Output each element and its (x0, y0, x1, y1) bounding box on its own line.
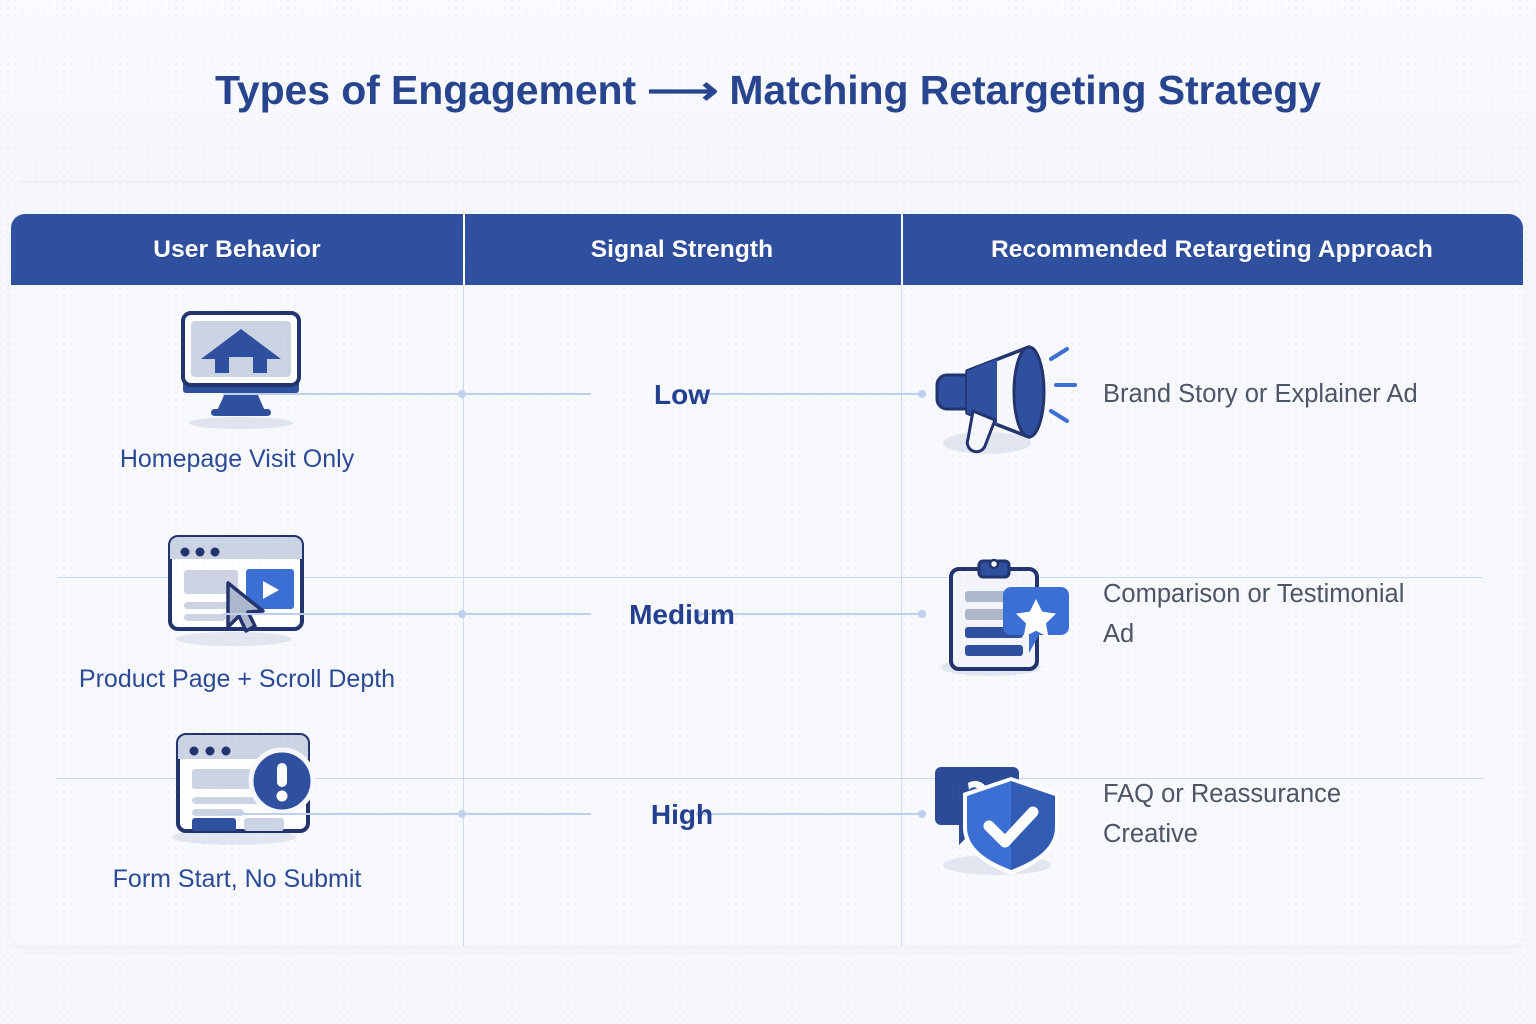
connector-line-signal-to-approach (699, 393, 923, 395)
behavior-label: Homepage Visit Only (119, 445, 355, 473)
header-divider-1 (463, 214, 465, 285)
cell-recommended-approach: FAQ or Reassurance Creative (901, 705, 1523, 925)
signal-strength-label: Low (654, 379, 710, 410)
comparison-table-card: User Behavior Signal Strength Recommende… (11, 214, 1523, 946)
arrow-right-icon: ⟶ (646, 68, 719, 113)
behavior-label: Product Page + Scroll Depth (78, 665, 396, 693)
page-title: Types of Engagement ⟶ Matching Retargeti… (215, 67, 1321, 114)
column-divider-2 (901, 285, 902, 946)
connector-line-left (463, 813, 591, 815)
column-header-recommended-approach: Recommended Retargeting Approach (991, 235, 1433, 263)
column-header-user-behavior: User Behavior (153, 235, 321, 263)
connector-line-signal-to-approach (699, 813, 923, 815)
cell-recommended-approach: Brand Story or Explainer Ad (901, 285, 1523, 505)
connector-line-behavior-to-signal (223, 613, 463, 615)
row-divider-2 (57, 778, 1483, 779)
connector-line-signal-to-approach (699, 613, 923, 615)
cell-signal-strength: Low (463, 285, 923, 505)
cell-signal-strength: High (463, 705, 923, 925)
behavior-label: Form Start, No Submit (112, 865, 362, 893)
approach-label: Brand Story or Explainer Ad (1103, 380, 1418, 409)
cell-user-behavior: Homepage Visit Only (11, 285, 463, 505)
approach-label: Comparison or Testimonial Ad (1103, 580, 1405, 648)
row-divider-1 (57, 577, 1483, 578)
form-alert-icon (142, 723, 332, 851)
table-header-row: User Behavior Signal Strength Recommende… (11, 214, 1523, 285)
cell-signal-strength: Medium (463, 505, 923, 725)
browser-video-cursor-icon (142, 523, 332, 651)
table-row: Product Page + Scroll Depth Medium (11, 505, 1523, 725)
title-divider (18, 181, 1518, 182)
signal-strength-label: Medium (629, 599, 735, 630)
title-area: Types of Engagement ⟶ Matching Retargeti… (0, 0, 1536, 181)
table-row: Homepage Visit Only Low (11, 285, 1523, 505)
cell-user-behavior: Product Page + Scroll Depth (11, 505, 463, 725)
page-title-right: Matching Retargeting Strategy (729, 67, 1321, 113)
cell-user-behavior: Form Start, No Submit (11, 705, 463, 925)
cell-recommended-approach: Comparison or Testimonial Ad (901, 505, 1523, 725)
header-divider-2 (901, 214, 903, 285)
signal-strength-label: High (650, 799, 714, 830)
monitor-home-icon (149, 303, 325, 431)
column-header-signal-strength: Signal Strength (590, 235, 774, 263)
connector-line-left (463, 613, 591, 615)
connector-line-left (463, 393, 591, 395)
table-row: Form Start, No Submit High (11, 705, 1523, 925)
question-shield-check-icon (925, 751, 1081, 879)
clipboard-star-icon (925, 551, 1081, 679)
megaphone-icon (925, 331, 1081, 459)
connector-line-behavior-to-signal (223, 813, 463, 815)
table-body: Homepage Visit Only Low (11, 285, 1523, 946)
page-title-left: Types of Engagement (214, 67, 637, 113)
approach-label: FAQ or Reassurance Creative (1103, 780, 1342, 848)
connector-line-behavior-to-signal (223, 393, 463, 395)
